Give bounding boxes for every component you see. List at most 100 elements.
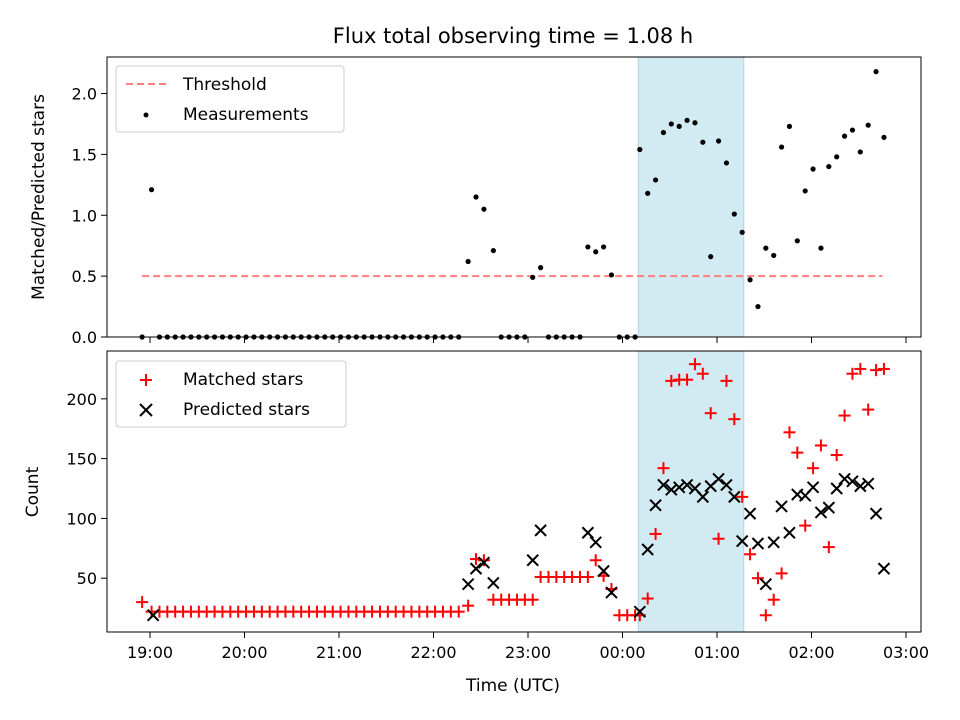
measurement-point (786, 123, 793, 129)
y-tick-label: 1.5 (72, 145, 97, 164)
predicted-star-marker (605, 586, 618, 599)
matched-star-marker (665, 374, 678, 387)
matched-star-marker (136, 596, 149, 609)
ratio-panel-frame (106, 56, 922, 338)
measurement-point (794, 238, 800, 244)
matched-star-marker (877, 362, 890, 375)
counts-y-ticks: 50 100 150 200 (66, 390, 107, 588)
measurement-point (723, 160, 730, 166)
measurement-point (715, 138, 722, 144)
ratio-legend-box (115, 65, 345, 133)
predicted-star-marker (649, 499, 662, 512)
matched-star-marker (589, 554, 602, 567)
x-tick-label: 00:00 (599, 643, 645, 662)
ratio-y-axis-label: Matched/Predicted stars (29, 94, 49, 300)
predicted-star-marker (877, 562, 891, 575)
measurement-point (857, 149, 863, 155)
predicted-star-marker (487, 576, 500, 590)
predicted-star-marker (838, 472, 851, 486)
matched-star-marker (807, 462, 820, 475)
measurement-point (826, 163, 832, 170)
predicted-star-marker (461, 577, 475, 591)
measurement-point (593, 249, 599, 255)
predicted-star-marker (712, 472, 725, 486)
y-tick-label: 150 (66, 450, 97, 469)
predicted-star-marker (589, 536, 602, 549)
matched-star-marker (657, 462, 670, 475)
matched-star-marker (681, 373, 694, 386)
x-axis-label: Time (UTC) (465, 676, 560, 696)
matched-star-marker (862, 403, 875, 416)
matched-star-marker (712, 532, 725, 545)
measurement-point (148, 187, 155, 193)
measurement-point (660, 129, 667, 136)
measurement-point (490, 247, 496, 254)
measurement-point (778, 144, 785, 150)
y-tick-label: 50 (77, 569, 97, 588)
matched-star-marker (799, 519, 812, 532)
measurement-point (881, 134, 887, 140)
measurement-point (692, 120, 698, 126)
x-tick-label: 22:00 (410, 643, 456, 662)
legend-threshold-label: Threshold (182, 75, 267, 95)
matched-star-marker (462, 599, 475, 612)
predicted-star-marker (743, 507, 757, 520)
legend-predicted-swatch (139, 403, 153, 417)
predicted-star-marker (526, 554, 539, 567)
measurement-point (810, 166, 816, 172)
counts-panel-frame (106, 350, 922, 633)
y-tick-label: 2.0 (72, 85, 97, 104)
x-tick-label: 20:00 (221, 643, 267, 662)
ratio-highlight-span (637, 56, 745, 338)
measurement-point (538, 265, 544, 271)
predicted-star-marker (146, 609, 160, 622)
matched-star-marker (767, 593, 780, 606)
measurement-point (818, 245, 824, 251)
x-tick-label: 03:00 (883, 643, 929, 662)
matched-star-marker (759, 609, 772, 622)
predicted-star-marker (822, 501, 836, 514)
predicted-star-marker (696, 490, 710, 504)
ratio-legend: Threshold Measurements (115, 65, 345, 133)
measurement-point (849, 127, 856, 133)
y-tick-label: 0.5 (72, 267, 97, 286)
measurement-point (481, 206, 487, 212)
measurement-point (731, 211, 737, 217)
measurement-point (700, 139, 706, 145)
predicted-star-marker (846, 475, 859, 488)
predicted-star-marker (534, 524, 547, 537)
matched-star-marker (696, 367, 709, 380)
counts-y-axis-label: Count (23, 466, 43, 517)
measurement-point (755, 303, 761, 310)
predicted-star-marker (597, 564, 610, 578)
measurement-point (473, 194, 479, 200)
predicted-star-marker (861, 477, 875, 490)
counts-legend: Matched stars Predicted stars (115, 360, 347, 428)
y-tick-label: 1.0 (72, 206, 97, 225)
predicted-star-marker (869, 507, 883, 520)
matched-star-marker (822, 541, 835, 554)
measurement-point (708, 254, 714, 260)
predicted-star-marker (806, 481, 820, 494)
measurement-point (676, 123, 682, 129)
y-tick-label: 200 (66, 390, 97, 409)
counts-x-ticks: 19:00 20:00 21:00 22:00 23:00 00:00 01:00 02:00… (127, 632, 929, 662)
measurement-point (465, 258, 471, 265)
predicted-star-marker (720, 478, 733, 492)
predicted-star-marker (728, 490, 741, 504)
matched-star-marker (791, 446, 804, 459)
matched-star-marker (830, 449, 843, 462)
measurement-point (684, 117, 690, 123)
predicted-star-marker (680, 478, 694, 492)
predicted-star-marker (759, 577, 773, 591)
legend-matched-label: Matched stars (183, 370, 303, 390)
legend-measurements-swatch (143, 112, 149, 118)
measurement-point (771, 252, 777, 259)
predicted-star-marker (751, 537, 765, 550)
y-tick-label: 0.0 (72, 328, 97, 347)
ratio-y-ticks: 0.0 0.5 1.0 1.5 2.0 (72, 85, 107, 347)
matched-star-marker (775, 567, 788, 580)
predicted-star-marker (633, 605, 647, 618)
matched-star-marker (783, 426, 796, 439)
predicted-star-marker (783, 526, 796, 539)
